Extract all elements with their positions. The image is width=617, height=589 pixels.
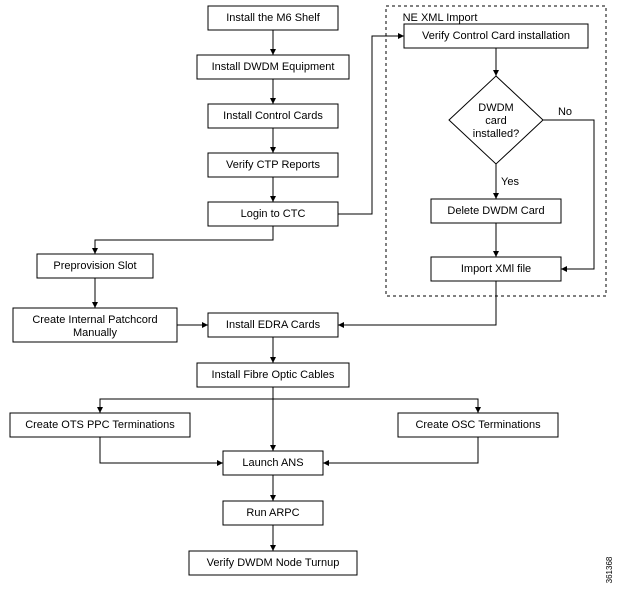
svg-text:Manually: Manually (73, 327, 118, 339)
svg-text:Run ARPC: Run ARPC (246, 507, 299, 519)
edge-import-to-edra (338, 281, 496, 325)
svg-text:Install Control Cards: Install Control Cards (223, 110, 323, 122)
edge-osc-to-ans (323, 437, 478, 463)
svg-text:Verify DWDM Node Turnup: Verify DWDM Node Turnup (207, 557, 340, 569)
node-verify-control-card-install: Verify Control Card installation (404, 24, 588, 48)
node-install-fibre-optic: Install Fibre Optic Cables (197, 363, 349, 387)
node-install-m6-shelf: Install the M6 Shelf (208, 6, 338, 30)
svg-text:Login to CTC: Login to CTC (241, 208, 306, 220)
svg-text:Delete DWDM Card: Delete DWDM Card (447, 205, 544, 217)
svg-text:Preprovision Slot: Preprovision Slot (53, 260, 136, 272)
label-no: No (558, 106, 572, 118)
svg-text:DWDM: DWDM (478, 102, 513, 114)
node-decision-dwdm-installed: DWDM card installed? (449, 76, 543, 164)
svg-text:Launch ANS: Launch ANS (242, 457, 303, 469)
svg-text:Create OTS PPC Terminations: Create OTS PPC Terminations (25, 419, 175, 431)
edge-fibre-to-ots (100, 387, 273, 413)
edge-decision-no (543, 120, 594, 269)
edge-login-to-preprovision (95, 226, 273, 254)
node-install-dwdm-equipment: Install DWDM Equipment (197, 55, 349, 79)
svg-text:card: card (485, 115, 506, 127)
svg-text:Verify Control Card installati: Verify Control Card installation (422, 30, 570, 42)
node-create-internal-patchcord: Create Internal Patchcord Manually (13, 308, 177, 342)
diagram-id: 361368 (605, 556, 614, 583)
svg-text:Import XMl file: Import XMl file (461, 263, 531, 275)
node-delete-dwdm-card: Delete DWDM Card (431, 199, 561, 223)
node-import-xml-file: Import XMl file (431, 257, 561, 281)
svg-text:Install DWDM Equipment: Install DWDM Equipment (212, 61, 335, 73)
node-verify-dwdm-node-turnup: Verify DWDM Node Turnup (189, 551, 357, 575)
svg-text:Create Internal Patchcord: Create Internal Patchcord (32, 314, 157, 326)
node-login-to-ctc: Login to CTC (208, 202, 338, 226)
node-preprovision-slot: Preprovision Slot (37, 254, 153, 278)
svg-text:Install EDRA Cards: Install EDRA Cards (226, 319, 321, 331)
node-launch-ans: Launch ANS (223, 451, 323, 475)
edge-fibre-to-osc (273, 387, 478, 413)
node-install-edra-cards: Install EDRA Cards (208, 313, 338, 337)
svg-text:Install Fibre Optic Cables: Install Fibre Optic Cables (212, 369, 335, 381)
ne-xml-import-label: NE XML Import (403, 12, 478, 24)
svg-text:installed?: installed? (473, 128, 519, 140)
label-yes: Yes (501, 176, 519, 188)
edge-ots-to-ans (100, 437, 223, 463)
svg-text:Verify CTP Reports: Verify CTP Reports (226, 159, 320, 171)
node-run-arpc: Run ARPC (223, 501, 323, 525)
node-verify-ctp-reports: Verify CTP Reports (208, 153, 338, 177)
node-install-control-cards: Install Control Cards (208, 104, 338, 128)
svg-text:Create OSC Terminations: Create OSC Terminations (415, 419, 541, 431)
node-create-ots-ppc: Create OTS PPC Terminations (10, 413, 190, 437)
node-create-osc: Create OSC Terminations (398, 413, 558, 437)
svg-text:Install the M6 Shelf: Install the M6 Shelf (226, 12, 320, 24)
